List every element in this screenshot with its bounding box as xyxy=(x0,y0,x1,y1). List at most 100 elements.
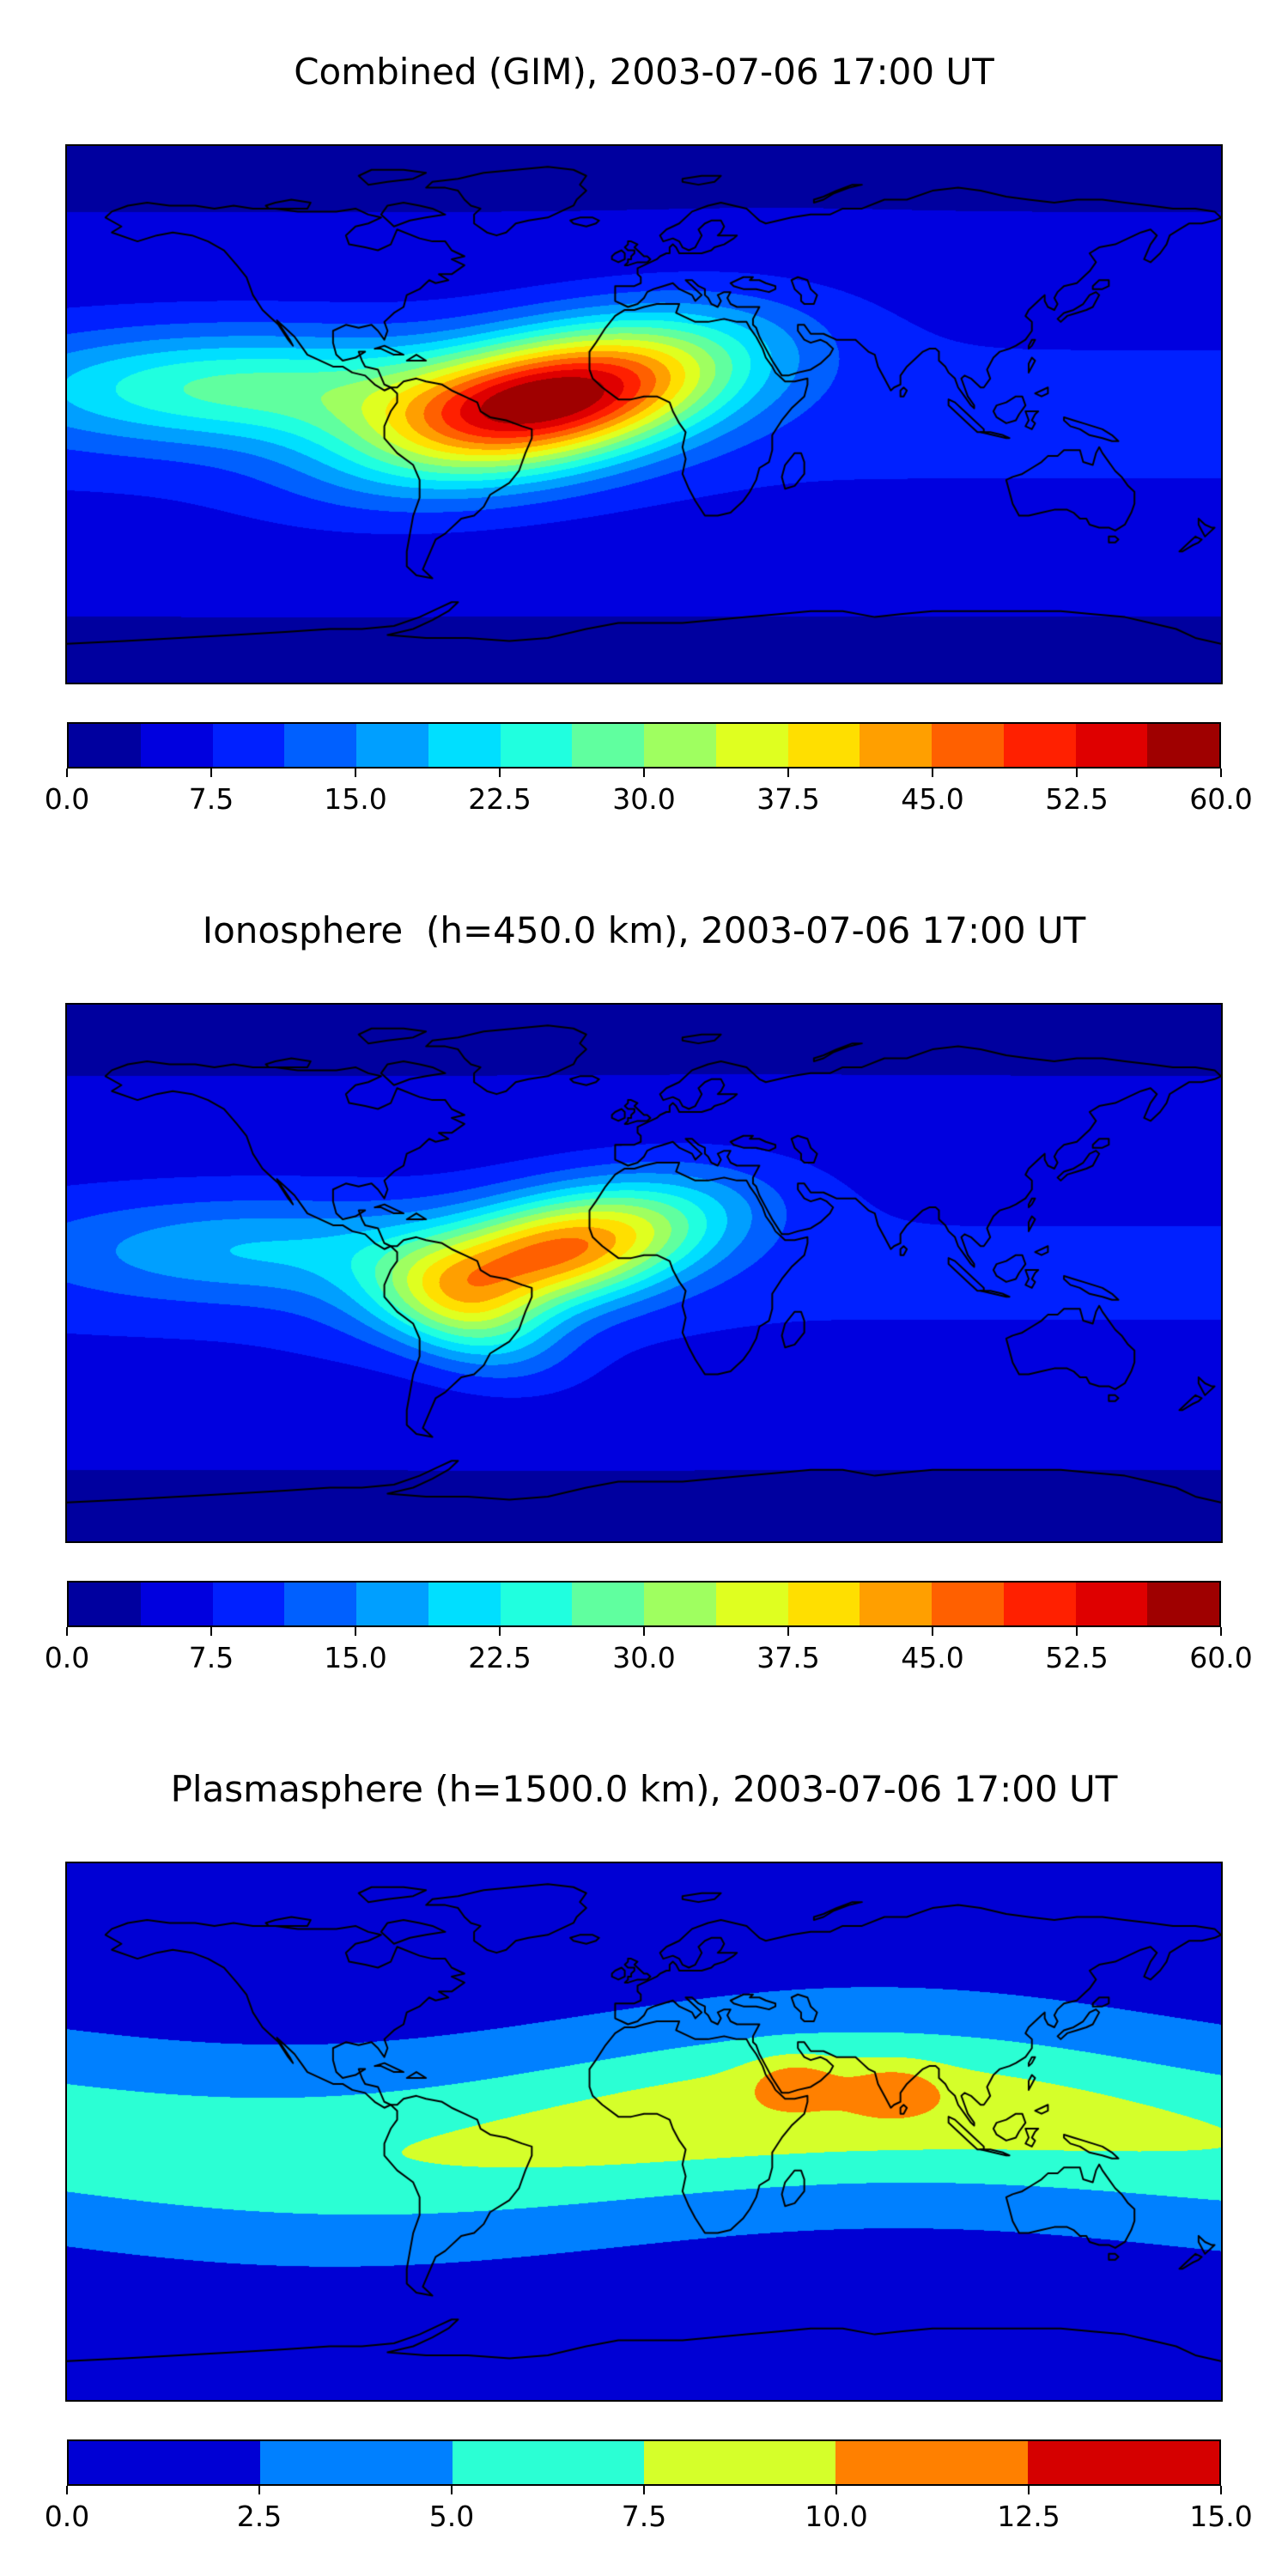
colorbar-tick xyxy=(66,2486,68,2494)
colorbar-segment xyxy=(452,2441,644,2484)
colorbar-tick xyxy=(499,1627,501,1636)
colorbar-tick-label: 10.0 xyxy=(805,2500,868,2533)
colorbar-tick xyxy=(1076,1627,1078,1636)
colorbar-segment xyxy=(140,724,213,767)
colorbar-tick-label: 30.0 xyxy=(612,1641,676,1674)
map-frame-combined xyxy=(65,144,1223,684)
colorbar-gradient xyxy=(67,2439,1221,2486)
colorbar-segment xyxy=(643,2441,836,2484)
colorbar-segment xyxy=(69,2441,261,2484)
world-tec-map-plasmasphere xyxy=(67,1863,1221,2400)
colorbar-tick xyxy=(932,769,933,777)
map-frame-ionosphere xyxy=(65,1003,1223,1543)
colorbar-tick-label: 45.0 xyxy=(901,782,964,816)
panel-ionosphere: Ionosphere (h=450.0 km), 2003-07-06 17:0… xyxy=(0,859,1288,1717)
panel-title-ionosphere: Ionosphere (h=450.0 km), 2003-07-06 17:0… xyxy=(202,909,1086,951)
colorbar-segment xyxy=(69,1583,141,1625)
colorbar-tick-label: 15.0 xyxy=(324,782,387,816)
colorbar-segment xyxy=(787,1583,860,1625)
panel-plasmasphere: Plasmasphere (h=1500.0 km), 2003-07-06 1… xyxy=(0,1717,1288,2576)
colorbar-tick xyxy=(355,769,356,777)
colorbar-plasmasphere: 0.0 2.5 5.0 7.5 10.0 12.5 15.0 xyxy=(45,2439,1253,2534)
colorbar-tick-label: 52.5 xyxy=(1045,782,1109,816)
colorbar-tick xyxy=(787,1627,789,1636)
colorbar-tick xyxy=(499,769,501,777)
colorbar-tick xyxy=(1028,2486,1030,2494)
colorbar-segment xyxy=(860,724,932,767)
colorbar-tick xyxy=(643,769,645,777)
colorbar-tick-label: 0.0 xyxy=(44,782,90,816)
colorbar-segment xyxy=(1147,1583,1219,1625)
colorbar-segment xyxy=(428,1583,501,1625)
colorbar-tick xyxy=(643,1627,645,1636)
colorbar-segment xyxy=(356,1583,428,1625)
colorbar-tick-label: 60.0 xyxy=(1189,782,1253,816)
colorbar-segment xyxy=(860,1583,932,1625)
colorbar-tick-label: 15.0 xyxy=(1189,2500,1253,2533)
colorbar-segment xyxy=(1003,1583,1076,1625)
panel-title-plasmasphere: Plasmasphere (h=1500.0 km), 2003-07-06 1… xyxy=(170,1768,1118,1810)
colorbar-tick xyxy=(66,769,68,777)
colorbar-segment xyxy=(69,724,141,767)
colorbar-tick xyxy=(258,2486,260,2494)
colorbar-segment xyxy=(212,724,285,767)
colorbar-labels: 0.0 2.5 5.0 7.5 10.0 12.5 15.0 xyxy=(45,2496,1253,2534)
colorbar-tick xyxy=(932,1627,933,1636)
colorbar-segment xyxy=(835,2441,1028,2484)
colorbar-ionosphere: 0.0 7.5 15.0 22.5 30.0 37.5 45.0 52.5 60.0 xyxy=(45,1581,1253,1675)
colorbar-tick xyxy=(1220,1627,1222,1636)
colorbar-labels: 0.0 7.5 15.0 22.5 30.0 37.5 45.0 52.5 60.0 xyxy=(45,1637,1253,1675)
colorbar-segment xyxy=(140,1583,213,1625)
colorbar-segment xyxy=(260,2441,453,2484)
colorbar-segment xyxy=(572,724,644,767)
colorbar-tick-label: 7.5 xyxy=(188,782,234,816)
colorbar-ticks xyxy=(66,1627,1222,1637)
colorbar-tick xyxy=(451,2486,453,2494)
colorbar-tick-label: 45.0 xyxy=(901,1641,964,1674)
colorbar-segment xyxy=(1075,724,1148,767)
world-tec-map-combined xyxy=(67,146,1221,683)
colorbar-tick-label: 22.5 xyxy=(468,1641,532,1674)
colorbar-tick-label: 0.0 xyxy=(44,1641,90,1674)
colorbar-tick-label: 37.5 xyxy=(756,1641,820,1674)
colorbar-tick xyxy=(835,2486,837,2494)
colorbar-segment xyxy=(715,1583,788,1625)
colorbar-tick xyxy=(210,1627,212,1636)
colorbar-tick xyxy=(1220,769,1222,777)
colorbar-tick-label: 5.0 xyxy=(428,2500,475,2533)
colorbar-ticks xyxy=(66,2486,1222,2496)
colorbar-segment xyxy=(428,724,501,767)
colorbar-tick-label: 7.5 xyxy=(188,1641,234,1674)
colorbar-tick xyxy=(355,1627,356,1636)
colorbar-tick xyxy=(1220,2486,1222,2494)
colorbar-tick-label: 37.5 xyxy=(756,782,820,816)
colorbar-tick xyxy=(1076,769,1078,777)
colorbar-combined: 0.0 7.5 15.0 22.5 30.0 37.5 45.0 52.5 60.0 xyxy=(45,722,1253,817)
panel-combined: Combined (GIM), 2003-07-06 17:00 UT 0.0 7… xyxy=(0,0,1288,859)
colorbar-tick-label: 30.0 xyxy=(612,782,676,816)
colorbar-tick xyxy=(66,1627,68,1636)
colorbar-tick xyxy=(643,2486,645,2494)
world-tec-map-ionosphere xyxy=(67,1005,1221,1541)
map-frame-plasmasphere xyxy=(65,1862,1223,2402)
colorbar-tick-label: 0.0 xyxy=(44,2500,90,2533)
colorbar-segment xyxy=(1027,2441,1219,2484)
colorbar-segment xyxy=(1003,724,1076,767)
colorbar-tick-label: 22.5 xyxy=(468,782,532,816)
colorbar-tick-label: 7.5 xyxy=(621,2500,667,2533)
colorbar-segment xyxy=(500,724,573,767)
colorbar-labels: 0.0 7.5 15.0 22.5 30.0 37.5 45.0 52.5 60.0 xyxy=(45,779,1253,817)
colorbar-tick xyxy=(210,769,212,777)
colorbar-tick-label: 60.0 xyxy=(1189,1641,1253,1674)
colorbar-segment xyxy=(644,724,716,767)
colorbar-tick-label: 2.5 xyxy=(236,2500,283,2533)
colorbar-segment xyxy=(932,1583,1004,1625)
colorbar-tick xyxy=(787,769,789,777)
colorbar-segment xyxy=(572,1583,644,1625)
colorbar-segment xyxy=(715,724,788,767)
colorbar-segment xyxy=(932,724,1004,767)
colorbar-segment xyxy=(356,724,428,767)
colorbar-ticks xyxy=(66,769,1222,779)
colorbar-tick-label: 12.5 xyxy=(997,2500,1060,2533)
